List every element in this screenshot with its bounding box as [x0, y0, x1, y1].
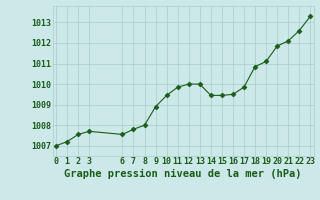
X-axis label: Graphe pression niveau de la mer (hPa): Graphe pression niveau de la mer (hPa) — [64, 169, 302, 179]
